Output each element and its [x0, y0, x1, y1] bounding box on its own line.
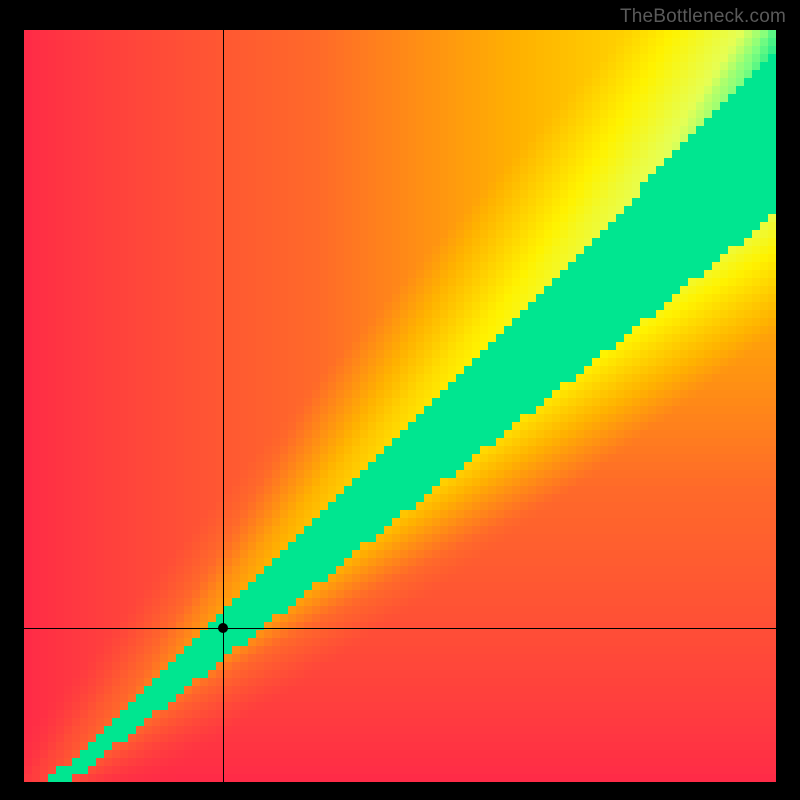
watermark-text: TheBottleneck.com: [620, 6, 786, 28]
bottleneck-heatmap: [24, 30, 776, 782]
crosshair-horizontal: [24, 628, 776, 629]
crosshair-vertical: [223, 30, 224, 782]
data-point-marker: [218, 623, 228, 633]
heatmap-canvas: [24, 30, 776, 782]
